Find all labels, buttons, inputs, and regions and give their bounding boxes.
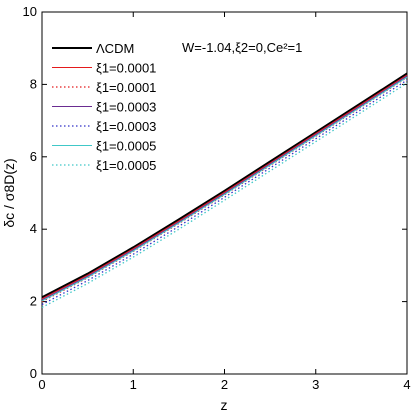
y-tick-label: 6 [30, 149, 37, 164]
y-tick-label: 4 [30, 221, 37, 236]
legend-label-5: ξ1=0.0005 [96, 139, 156, 154]
y-tick-label: 10 [23, 4, 37, 19]
legend-label-4: ξ1=0.0003 [96, 119, 156, 134]
legend-label-3: ξ1=0.0003 [96, 100, 156, 115]
x-tick-label: 3 [312, 377, 319, 392]
legend-label-1: ξ1=0.0001 [96, 61, 156, 76]
x-axis-label: z [221, 397, 228, 413]
y-tick-label: 0 [30, 366, 37, 381]
y-tick-label: 2 [30, 294, 37, 309]
series-line-6 [41, 82, 408, 308]
chart-annotation: W=-1.04,ξ2=0,Ce²=1 [182, 40, 302, 55]
series-line-3 [41, 75, 408, 301]
y-tick-label: 8 [30, 76, 37, 91]
x-tick-label: 1 [130, 377, 137, 392]
series-line-1 [41, 74, 408, 300]
series-line-0 [41, 72, 408, 299]
legend-label-2: ξ1=0.0001 [96, 80, 156, 95]
legend-label-6: ξ1=0.0005 [96, 158, 156, 173]
x-tick-label: 4 [403, 377, 410, 392]
y-axis-label: δc / σ8D(z) [1, 158, 17, 227]
legend-label-0: ΛCDM [96, 41, 134, 56]
legend: ΛCDM ξ1=0.0001 ξ1=0.0001 ξ1=0.0003 ξ1=0.0003… [52, 41, 156, 173]
series-layer [41, 72, 408, 308]
x-tick-label: 0 [38, 377, 45, 392]
series-line-5 [41, 76, 408, 302]
axis-ticks: 0 1 2 3 4 0 2 4 6 8 10 [23, 4, 411, 392]
x-tick-label: 2 [221, 377, 228, 392]
series-line-4 [41, 79, 408, 306]
